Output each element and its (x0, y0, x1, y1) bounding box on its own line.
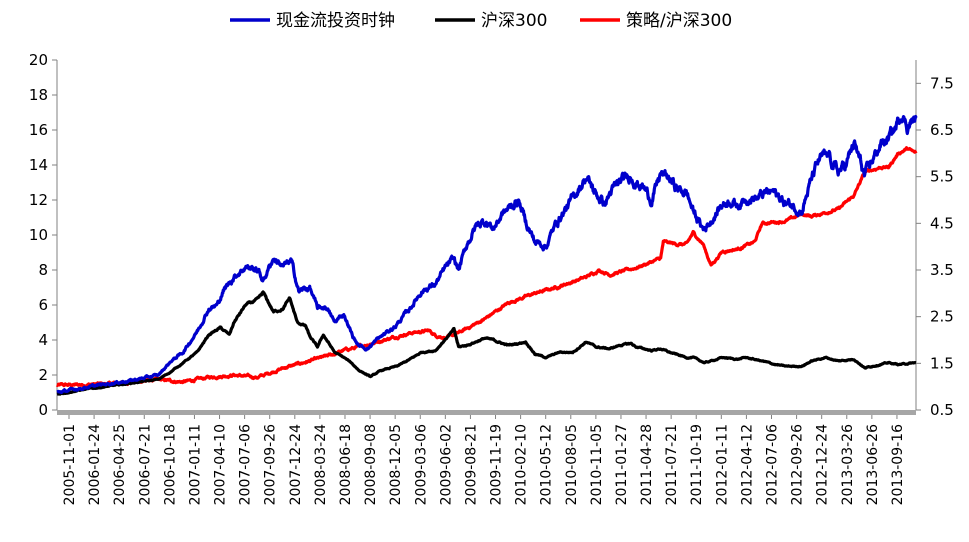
legend: 现金流投资时钟 沪深300 策略/沪深300 (230, 11, 732, 31)
x-tick-label: 2006-01-24 (87, 424, 103, 505)
y-tick-label: 20 (29, 51, 48, 69)
x-tick-label: 2009-08-21 (463, 424, 479, 505)
y-tick-label: 14 (29, 156, 48, 174)
y2-tick-label: 7.5 (930, 74, 954, 92)
series-layer (55, 114, 918, 396)
x-tick-label: 2009-03-06 (413, 424, 429, 505)
y-tick-label: 12 (29, 191, 48, 209)
x-tick-label: 2011-04-28 (639, 424, 655, 505)
x-tick-label: 2008-09-08 (363, 424, 379, 505)
x-tick-label: 2012-09-26 (790, 424, 806, 505)
x-tick-label: 2008-12-05 (388, 424, 404, 505)
legend-item-0: 现金流投资时钟 (230, 11, 395, 31)
y-tick-label: 10 (29, 226, 48, 244)
x-tick-label: 2010-08-05 (564, 424, 580, 505)
x-tick-label: 2007-01-11 (187, 424, 203, 505)
x-tick-label: 2010-11-05 (589, 424, 605, 505)
y-tick-label: 2 (38, 366, 48, 384)
y-axis-left: 0 2 4 6 8 10 12 14 16 18 20 (29, 51, 57, 419)
y-tick-label: 6 (38, 296, 48, 314)
x-tick-label: 2012-04-12 (739, 424, 755, 505)
x-tick-label: 2012-12-24 (815, 424, 831, 505)
series-line-2 (55, 146, 918, 388)
x-tick-label: 2013-03-26 (840, 424, 856, 505)
x-tick-label: 2011-10-19 (689, 424, 705, 505)
x-tick-label: 2007-12-24 (288, 424, 304, 505)
series-line-0 (55, 114, 918, 395)
y-tick-label: 0 (38, 401, 48, 419)
y2-tick-label: 2.5 (930, 308, 954, 326)
x-tick-label: 2009-06-02 (438, 424, 454, 505)
legend-label: 策略/沪深300 (626, 11, 732, 31)
x-tick-label: 2007-09-26 (263, 424, 279, 505)
x-tick-label: 2012-01-11 (714, 424, 730, 505)
y-tick-label: 18 (29, 86, 48, 104)
y2-tick-label: 6.5 (930, 121, 954, 139)
x-tick-label: 2008-06-18 (338, 424, 354, 505)
x-tick-label: 2005-11-01 (62, 424, 78, 505)
y-tick-label: 8 (38, 261, 48, 279)
legend-label: 现金流投资时钟 (276, 11, 395, 31)
series-line-1 (55, 290, 918, 396)
x-tick-label: 2009-11-19 (489, 424, 505, 505)
x-tick-label: 2011-01-27 (614, 424, 630, 505)
legend-item-2: 策略/沪深300 (580, 11, 732, 31)
x-tick-label: 2007-07-06 (238, 424, 254, 505)
y2-tick-label: 4.5 (930, 214, 954, 232)
y-axis-right: 0.5 1.5 2.5 3.5 4.5 5.5 6.5 7.5 (916, 74, 954, 419)
x-axis-bar (57, 410, 916, 415)
x-axis: 2005-11-01 2006-01-24 2006-04-25 2006-07-21… (62, 415, 906, 505)
x-tick-label: 2007-04-10 (213, 424, 229, 505)
legend-item-1: 沪深300 (435, 11, 547, 31)
x-tick-label: 2010-02-10 (514, 424, 530, 505)
y2-tick-label: 5.5 (930, 168, 954, 186)
y-tick-label: 4 (38, 331, 48, 349)
y-tick-label: 16 (29, 121, 48, 139)
x-tick-label: 2006-04-25 (112, 424, 128, 505)
legend-label: 沪深300 (481, 11, 547, 31)
x-tick-label: 2006-10-18 (162, 424, 178, 505)
x-tick-label: 2011-07-21 (664, 424, 680, 505)
x-tick-label: 2013-06-26 (865, 424, 881, 505)
x-tick-label: 2013-09-16 (890, 424, 906, 505)
x-tick-label: 2008-03-24 (313, 424, 329, 505)
y2-tick-label: 3.5 (930, 261, 954, 279)
x-tick-label: 2012-07-06 (765, 424, 781, 505)
y2-tick-label: 0.5 (930, 401, 954, 419)
x-tick-label: 2006-07-21 (137, 424, 153, 505)
x-tick-label: 2010-05-12 (539, 424, 555, 505)
y2-tick-label: 1.5 (930, 354, 954, 372)
